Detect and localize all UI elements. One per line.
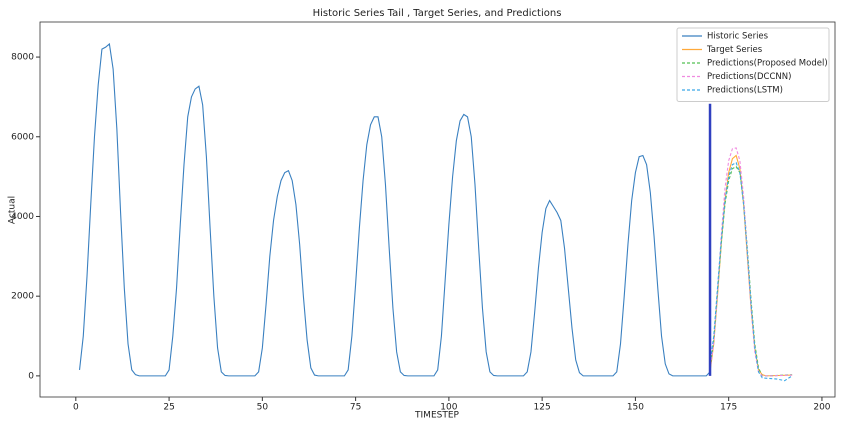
- plot-frame: [39, 21, 836, 398]
- y-axis-label: Actual: [8, 196, 18, 224]
- y-tick-label: 4000: [11, 212, 34, 222]
- legend-box: [676, 27, 830, 102]
- legend-label: Predictions(Proposed Model): [707, 59, 828, 69]
- x-tick-label: 200: [813, 403, 830, 413]
- series-line: [709, 154, 793, 377]
- series-line: [709, 165, 793, 377]
- series-line: [709, 147, 793, 377]
- x-tick-label: 125: [534, 403, 551, 413]
- x-tick-label: 175: [720, 403, 737, 413]
- y-tick-label: 6000: [11, 132, 34, 142]
- x-tick-label: 100: [440, 403, 457, 413]
- legend-label: Target Series: [706, 45, 763, 55]
- legend-label: Historic Series: [707, 32, 769, 42]
- x-tick-label: 25: [163, 403, 174, 413]
- y-tick-label: 0: [28, 371, 34, 381]
- series-line: [78, 42, 711, 377]
- x-tick-label: 50: [257, 403, 269, 413]
- x-axis-label: TIMESTEP: [414, 411, 460, 421]
- legend-label: Predictions(LSTM): [707, 86, 783, 96]
- y-tick-label: 2000: [11, 292, 34, 302]
- legend-label: Predictions(DCCNN): [707, 72, 791, 82]
- x-tick-label: 150: [627, 403, 644, 413]
- series-line: [709, 161, 793, 382]
- y-tick-label: 8000: [11, 53, 34, 63]
- x-tick-label: 0: [73, 403, 79, 413]
- x-tick-label: 75: [350, 403, 361, 413]
- chart-title: Historic Series Tail , Target Series, an…: [313, 8, 562, 19]
